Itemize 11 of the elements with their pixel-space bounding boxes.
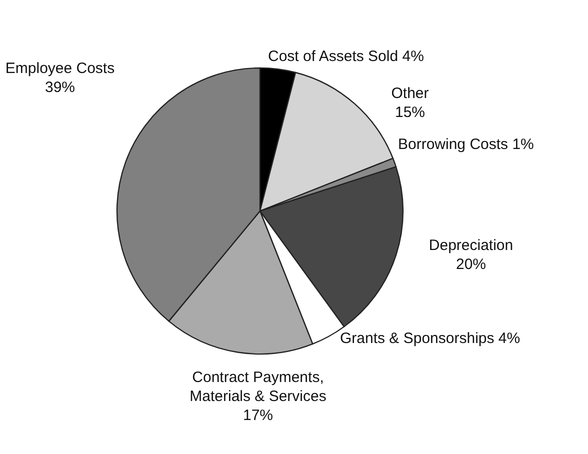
data-label: 20% <box>456 256 486 273</box>
slice-label: Grants & Sponsorships 4% <box>340 330 520 347</box>
data-label: 15% <box>394 104 426 121</box>
data-label: 39% <box>44 79 76 96</box>
slice-label: Other <box>391 85 429 102</box>
slice-label: Cost of Assets Sold 4% <box>268 48 424 65</box>
slice-label: Borrowing Costs 1% <box>398 136 534 153</box>
slice-label: Employee Costs <box>5 60 115 77</box>
slice-label: Contract Payments, Materials & Services <box>190 369 326 405</box>
slice-label: Depreciation <box>428 237 514 254</box>
data-label: 17% <box>242 407 274 424</box>
